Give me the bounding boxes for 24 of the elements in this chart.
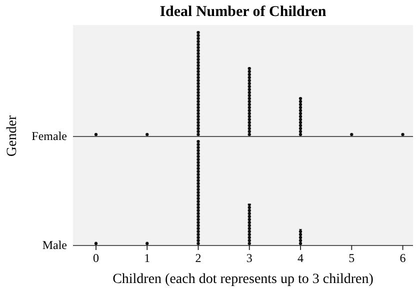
bar [94, 242, 98, 245]
bar [350, 132, 354, 136]
bar [247, 204, 252, 245]
bar [298, 97, 303, 136]
bar [94, 132, 98, 136]
bar [196, 31, 200, 136]
x-tick-label: 5 [348, 251, 355, 265]
bar [247, 67, 252, 136]
x-tick-label: 6 [400, 251, 406, 265]
bar [196, 140, 200, 245]
bar [145, 242, 150, 245]
x-tick-label: 4 [298, 251, 304, 265]
bar [400, 132, 405, 136]
text: Male [42, 238, 67, 252]
bar [298, 229, 303, 245]
chart-title: Ideal Number of Children [160, 4, 327, 20]
y-axis-title: Gender [5, 115, 20, 157]
bar [145, 132, 150, 136]
x-axis-title: Children (each dot represents up to 3 children) [112, 272, 374, 287]
x-tick-label: 2 [195, 251, 202, 265]
x-tick-label: 3 [246, 251, 252, 265]
x-tick-label: 0 [93, 251, 100, 265]
x-tick-label: 1 [144, 251, 150, 265]
text: Female [32, 129, 67, 143]
